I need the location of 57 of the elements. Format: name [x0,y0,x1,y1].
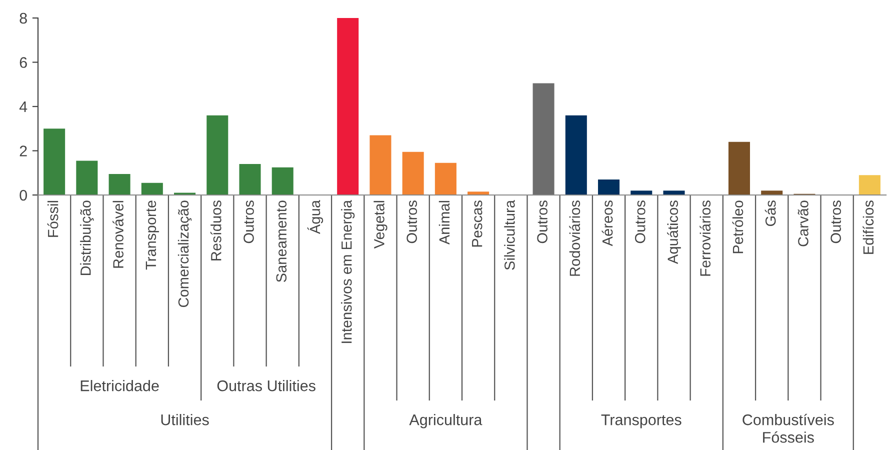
x-tick-label: Vegetal [374,200,388,249]
text: Combustíveis Fósseis [742,414,834,443]
bar [272,167,294,195]
text: Outras Utilities [217,380,316,392]
x-tick-label: Aéreos [602,200,613,246]
y-tick-label: 6 [20,57,27,68]
bar [468,192,490,195]
x-tick-label: Ferroviários [700,200,711,276]
y-tick-label: 0 [20,190,27,201]
y-tick-label: 8 [20,12,27,24]
x-tick-label: Outros [537,200,548,244]
x-tick-label: Pescas [472,200,482,247]
bar [141,182,163,195]
x-tick-label: Intensivos em Energia [341,200,355,343]
y-tick-label: 4 [19,102,28,112]
x-tick-label: Saneamento [276,200,287,282]
x-tick-label: Água [307,200,324,234]
x-tick-label: Edifícios [862,200,874,254]
bar [434,162,456,195]
bar [108,174,130,195]
x-tick-label: Rodoviários [569,200,580,276]
x-tick-label: Petróleo [732,200,744,254]
x-tick-label: Silvicultura [504,200,515,270]
text: Transportes [601,414,682,428]
x-tick-label: Outros [634,200,646,244]
x-tick-label: Outros [244,200,254,244]
text: Agricultura [409,414,482,428]
bar [44,128,66,195]
x-tick-label: Transporte [146,200,159,270]
x-tick-label: Outros [830,200,841,244]
bar [370,135,392,195]
bar [728,142,750,195]
bar [630,190,652,195]
bar [858,175,880,195]
x-tick-label: Aquáticos [667,200,681,264]
bar [76,160,98,195]
x-tick-label: Comercialização [178,200,192,308]
x-tick-label: Gás [764,200,776,226]
bar [565,115,587,195]
bar [761,190,783,195]
bar [206,115,228,195]
bar [239,164,261,195]
bar [532,83,554,195]
bar [598,180,620,195]
x-tick-label: Animal [438,200,450,245]
x-tick-label: Fóssil [47,200,58,237]
bar [402,152,424,195]
x-tick-label: Distribuição [80,200,94,275]
text: Eletricidade [80,380,159,392]
x-tick-label: Carvão [798,200,808,246]
x-tick-label: Outros [406,200,417,244]
bar [663,190,685,195]
x-tick-label: Renovável [112,200,124,268]
text: Utilities [161,414,209,426]
x-tick-label: Resíduos [210,200,222,260]
y-tick-label: 2 [20,146,27,156]
bar [337,18,359,195]
